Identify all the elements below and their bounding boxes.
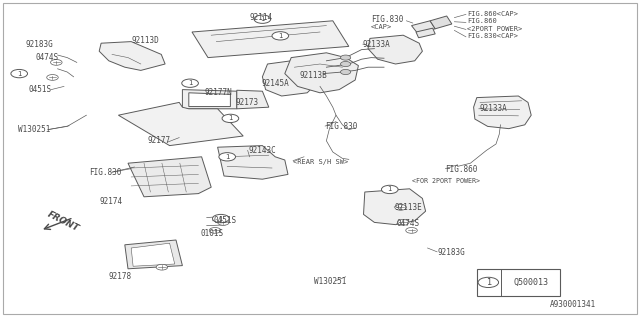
Text: FIG.830: FIG.830: [371, 15, 404, 24]
Text: <FOR 2PORT POWER>: <FOR 2PORT POWER>: [412, 178, 480, 184]
Text: FIG.830<CAP>: FIG.830<CAP>: [467, 34, 518, 39]
Polygon shape: [474, 96, 531, 129]
Circle shape: [218, 220, 229, 225]
Circle shape: [272, 32, 289, 40]
Text: 1: 1: [387, 187, 392, 192]
Polygon shape: [218, 146, 288, 179]
Text: 1: 1: [260, 16, 265, 22]
Polygon shape: [416, 28, 435, 38]
Text: 0474S: 0474S: [397, 220, 420, 228]
Polygon shape: [262, 61, 317, 96]
Text: 92177: 92177: [147, 136, 170, 145]
Polygon shape: [182, 90, 237, 109]
Circle shape: [11, 69, 28, 78]
Text: 92133A: 92133A: [480, 104, 508, 113]
Circle shape: [222, 114, 239, 123]
Text: FRONT: FRONT: [45, 210, 80, 233]
Polygon shape: [368, 35, 422, 64]
Polygon shape: [131, 243, 175, 266]
Text: 1: 1: [278, 33, 283, 39]
Text: W130251: W130251: [18, 125, 51, 134]
Text: 92183G: 92183G: [437, 248, 465, 257]
Circle shape: [182, 79, 198, 87]
Text: FIG.860: FIG.860: [467, 19, 497, 24]
Text: FIG.830: FIG.830: [90, 168, 122, 177]
Text: 1: 1: [486, 278, 491, 287]
Text: 92174: 92174: [99, 197, 122, 206]
Text: 1: 1: [225, 154, 230, 160]
Bar: [477, 269, 560, 296]
Text: 1: 1: [188, 80, 193, 86]
Circle shape: [340, 69, 351, 75]
Text: 0451S: 0451S: [29, 85, 52, 94]
Text: 0451S: 0451S: [213, 216, 236, 225]
Circle shape: [340, 61, 351, 67]
Text: 92177N: 92177N: [205, 88, 232, 97]
Text: 1: 1: [17, 71, 22, 76]
Text: 92114: 92114: [250, 13, 273, 22]
Circle shape: [340, 55, 351, 60]
Circle shape: [209, 228, 221, 233]
Circle shape: [478, 277, 499, 287]
Text: 92113E: 92113E: [394, 204, 422, 212]
Polygon shape: [192, 21, 349, 58]
Text: W130251: W130251: [314, 277, 346, 286]
Polygon shape: [189, 93, 230, 107]
Text: Q500013: Q500013: [513, 278, 548, 287]
Circle shape: [219, 153, 236, 161]
Circle shape: [406, 228, 417, 233]
Text: 92113D: 92113D: [131, 36, 159, 45]
Polygon shape: [99, 42, 165, 70]
Polygon shape: [412, 21, 435, 33]
Text: 0474S: 0474S: [35, 53, 58, 62]
Text: FIG.860: FIG.860: [445, 165, 478, 174]
Text: 92178: 92178: [109, 272, 132, 281]
Polygon shape: [285, 53, 358, 93]
Circle shape: [47, 75, 58, 80]
Polygon shape: [118, 102, 243, 146]
Text: FIG.860<CAP>: FIG.860<CAP>: [467, 11, 518, 17]
Text: 92133A: 92133A: [363, 40, 390, 49]
Polygon shape: [430, 16, 452, 29]
Text: <2PORT POWER>: <2PORT POWER>: [467, 26, 522, 32]
Text: 92143C: 92143C: [248, 146, 276, 155]
Circle shape: [397, 220, 409, 225]
Circle shape: [51, 60, 62, 65]
Text: A930001341: A930001341: [550, 300, 596, 309]
Text: 92183G: 92183G: [26, 40, 53, 49]
Circle shape: [254, 15, 271, 23]
Polygon shape: [125, 240, 182, 269]
Text: 92145A: 92145A: [261, 79, 289, 88]
Circle shape: [156, 264, 168, 270]
Polygon shape: [237, 90, 269, 109]
Circle shape: [381, 185, 398, 194]
Polygon shape: [128, 157, 211, 197]
Text: 92113B: 92113B: [300, 71, 327, 80]
Text: 1: 1: [218, 216, 223, 221]
Circle shape: [395, 204, 406, 210]
Text: FIG.830: FIG.830: [325, 122, 358, 131]
Polygon shape: [364, 189, 426, 225]
Circle shape: [212, 214, 229, 223]
Text: <REAR S/H SW>: <REAR S/H SW>: [293, 159, 348, 164]
Text: 1: 1: [228, 116, 233, 121]
Text: 92173: 92173: [236, 98, 259, 107]
Text: <CAP>: <CAP>: [371, 24, 392, 30]
Text: 0101S: 0101S: [200, 229, 223, 238]
